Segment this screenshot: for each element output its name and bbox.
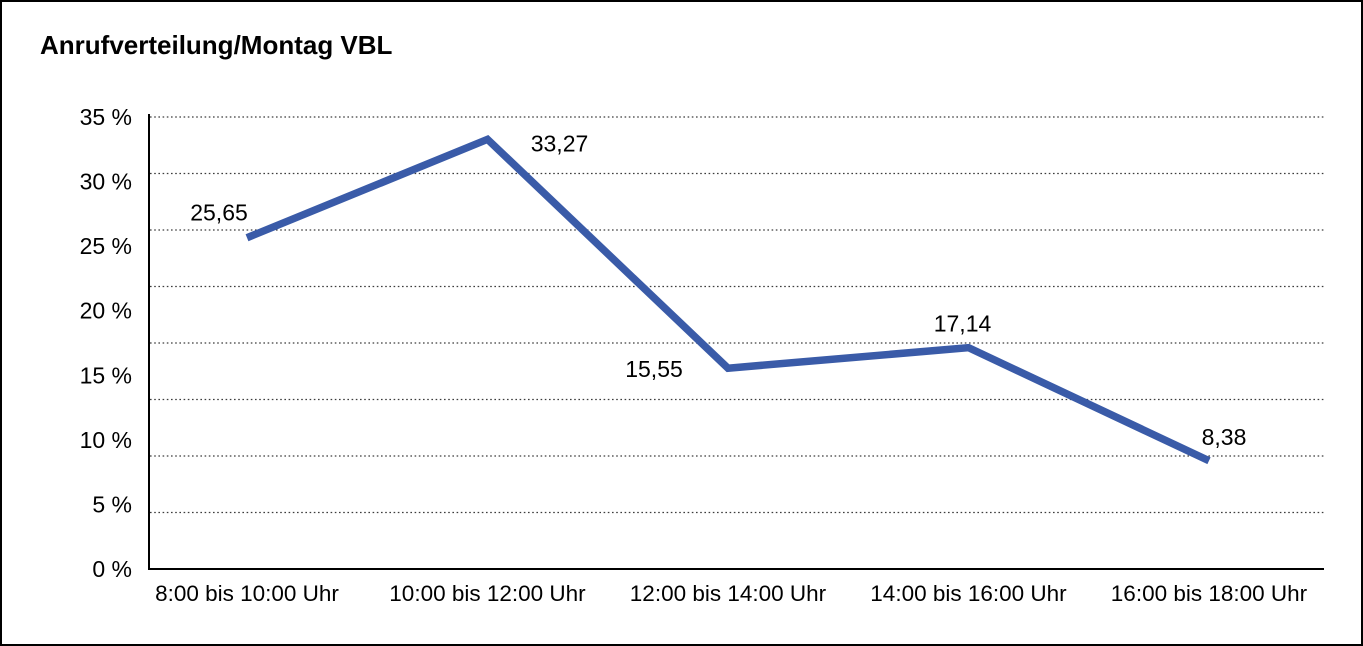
y-axis-tick-label: 35 %	[80, 104, 132, 130]
x-axis-category-label: 16:00 bis 18:00 Uhr	[1111, 581, 1308, 606]
y-axis-tick-label: 20 %	[80, 298, 132, 324]
data-line-series	[245, 134, 1211, 465]
y-axis-tick-label: 5 %	[92, 491, 132, 517]
y-axis-tick-label: 15 %	[80, 362, 132, 388]
x-axis-category-label: 10:00 bis 12:00 Uhr	[389, 581, 586, 606]
data-point-value-label: 8,38	[1202, 424, 1247, 450]
y-axis-tick-label: 25 %	[80, 233, 132, 259]
y-axis-tick-label: 0 %	[92, 556, 132, 582]
data-point-value-label: 33,27	[531, 130, 589, 156]
data-point-value-label: 17,14	[934, 311, 992, 337]
x-axis-category-label: 8:00 bis 10:00 Uhr	[155, 581, 339, 606]
y-axis-tick-label: 10 %	[80, 427, 132, 453]
data-point-value-label: 15,55	[625, 356, 683, 382]
x-axis-category-label: 14:00 bis 16:00 Uhr	[870, 581, 1067, 606]
data-point-value-label: 25,65	[190, 200, 248, 226]
chart-title: Anrufverteilung/Montag VBL	[40, 30, 393, 60]
x-axis-category-label: 12:00 bis 14:00 Uhr	[630, 581, 827, 606]
y-axis-tick-label: 30 %	[80, 169, 132, 195]
